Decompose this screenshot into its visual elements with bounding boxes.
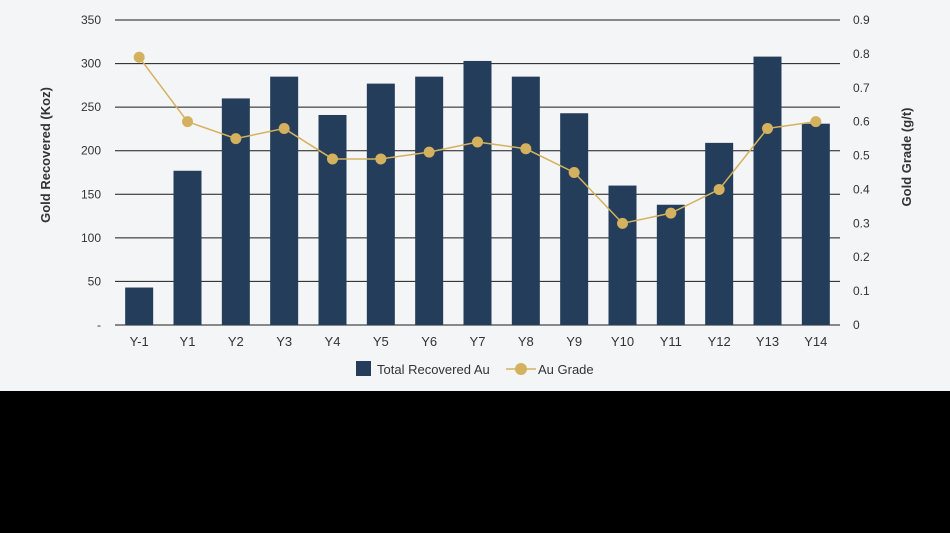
- grade-point-y6: [423, 146, 435, 158]
- chart-panel: - 50 100 150 200 250 300 350 0 0.1 0.2 0.3 0.4 0.5 0.…: [0, 0, 950, 391]
- grade-point-y14: [810, 116, 822, 128]
- category-label: Y5: [373, 334, 389, 349]
- right-tick-label: 0.5: [853, 149, 870, 163]
- legend-bar-label: Total Recovered Au: [377, 362, 490, 377]
- y-axis-label-left: Gold Recovered (Koz): [38, 87, 53, 223]
- grade-point-y4: [327, 153, 338, 165]
- left-tick-label: 50: [88, 274, 102, 288]
- grade-point-y13: [762, 122, 773, 134]
- grade-point-y12: [713, 183, 725, 195]
- left-tick-label: 150: [81, 187, 101, 201]
- left-tick-label: 350: [81, 13, 101, 27]
- bar-y14: [801, 123, 830, 325]
- bar-y-1: [125, 287, 154, 325]
- right-tick-label: 0.8: [853, 47, 870, 61]
- left-tick-label: 200: [81, 144, 101, 158]
- bar-y13: [753, 56, 782, 325]
- right-tick-label: 0.6: [853, 115, 870, 129]
- legend: Total Recovered Au Au Grade: [356, 361, 594, 377]
- category-label: Y6: [421, 334, 437, 349]
- category-label: Y2: [228, 334, 244, 349]
- category-label: Y10: [611, 334, 634, 349]
- right-tick-label: 0.1: [853, 284, 870, 298]
- bar-series: [125, 56, 830, 326]
- left-axis-ticks: - 50 100 150 200 250 300 350: [81, 13, 101, 332]
- right-tick-label: 0.4: [853, 182, 870, 196]
- grade-point-y5: [375, 153, 387, 165]
- bar-y9: [560, 113, 589, 325]
- bar-y12: [705, 142, 734, 325]
- category-labels: Y-1 Y1 Y2 Y3 Y4 Y5 Y6 Y7 Y8 Y9 Y10 Y11 Y12 Y13 Y14: [130, 334, 828, 349]
- bar-y2: [221, 98, 250, 325]
- category-label: Y7: [470, 334, 486, 349]
- right-tick-label: 0.2: [853, 250, 870, 264]
- category-label: Y14: [804, 334, 827, 349]
- left-tick-label: 250: [81, 100, 101, 114]
- right-tick-label: 0.9: [853, 13, 870, 27]
- grade-point-y10: [617, 217, 628, 229]
- category-label: Y3: [276, 334, 292, 349]
- right-tick-label: 0: [853, 318, 860, 332]
- bar-y5: [366, 83, 395, 325]
- category-label: Y-1: [130, 334, 149, 349]
- legend-line-label: Au Grade: [538, 362, 594, 377]
- legend-bar-swatch: [356, 361, 371, 376]
- grade-point-y11: [665, 207, 677, 219]
- bar-y6: [415, 76, 444, 326]
- grade-point-y2: [230, 133, 242, 145]
- right-tick-label: 0.7: [853, 81, 870, 95]
- bar-y11: [656, 204, 685, 325]
- grade-point-y3: [278, 122, 290, 134]
- left-tick-label: 300: [81, 57, 101, 71]
- left-tick-label: -: [97, 318, 101, 332]
- right-tick-label: 0.3: [853, 216, 870, 230]
- legend-line-marker: [515, 363, 527, 375]
- category-label: Y4: [325, 334, 341, 349]
- category-label: Y1: [180, 334, 196, 349]
- black-band: [0, 391, 950, 533]
- bar-y7: [463, 60, 492, 325]
- category-label: Y8: [518, 334, 534, 349]
- category-label: Y13: [756, 334, 779, 349]
- line-series: [133, 51, 822, 229]
- grade-point-y1: [182, 116, 193, 128]
- grade-point-y7: [472, 136, 483, 148]
- left-tick-label: 100: [81, 231, 101, 245]
- grade-point-y-1: [133, 51, 145, 63]
- bar-y8: [511, 76, 540, 326]
- y-axis-label-right: Gold Grade (g/t): [899, 108, 914, 207]
- category-label: Y12: [708, 334, 731, 349]
- category-label: Y9: [566, 334, 582, 349]
- bar-y1: [173, 170, 202, 325]
- grade-point-y9: [568, 167, 580, 178]
- bar-y4: [318, 114, 347, 325]
- category-label: Y11: [660, 334, 682, 349]
- combo-chart: - 50 100 150 200 250 300 350 0 0.1 0.2 0.3 0.4 0.5 0.…: [38, 13, 914, 377]
- bar-y10: [608, 185, 637, 325]
- bar-y3: [270, 76, 299, 326]
- right-axis-ticks: 0 0.1 0.2 0.3 0.4 0.5 0.6 0.7 0.8 0.9: [853, 13, 870, 332]
- grade-point-y8: [520, 143, 532, 155]
